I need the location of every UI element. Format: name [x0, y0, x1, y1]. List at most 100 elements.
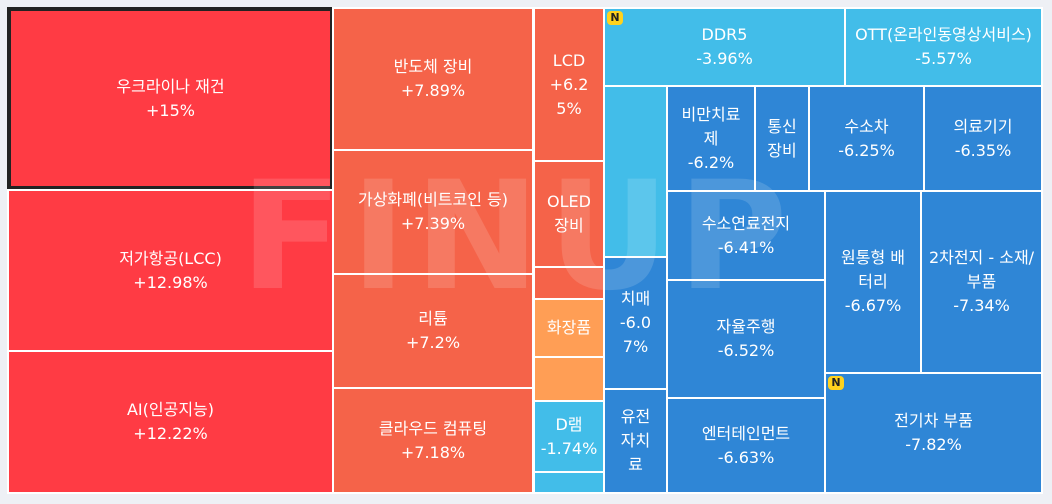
change-value: +12.98% [133, 272, 208, 292]
change-value: -7.82% [905, 435, 962, 454]
change-value: +6.2 5% [549, 74, 589, 118]
tile-content: AI(인공지능) +12.22% [127, 398, 214, 446]
theme-label: DDR5 [701, 25, 748, 44]
tile-dementia[interactable]: 치매 -6.0 7% [603, 256, 668, 390]
tile-content: 우크라이나 재건 +15% [116, 75, 224, 123]
tile-blank-2[interactable] [533, 356, 605, 402]
theme-label: 엔터테인먼트 [701, 423, 791, 443]
tile-ai[interactable]: AI(인공지능) +12.22% [7, 350, 334, 494]
tile-content: 수소연료전지 -6.41% [702, 212, 790, 260]
change-value: +7.39% [400, 214, 466, 233]
theme-label: 우크라이나 재건 [116, 76, 225, 96]
change-value: +12.22% [133, 424, 208, 443]
tile-content: OLED 장비 [547, 190, 591, 238]
tile-content: 전기차 부품 -7.82% [894, 409, 973, 457]
theme-label: 의료기기 [953, 116, 1013, 136]
change-value: -1.74% [540, 438, 598, 458]
tile-content: DDR5 -3.96% [696, 23, 753, 71]
theme-label: 수소차 [844, 116, 889, 136]
theme-label: 클라우드 컴퓨팅 [378, 418, 488, 438]
tile-oled-equipment[interactable]: OLED 장비 [533, 160, 605, 268]
tile-ev-parts[interactable]: N 전기차 부품 -7.82% [824, 372, 1043, 494]
tile-cosmetics[interactable]: 화장품 [533, 298, 605, 358]
change-value: -5.57% [915, 49, 972, 68]
change-value: -3.96% [696, 49, 753, 68]
tile-blank-4[interactable] [603, 85, 668, 258]
tile-content: 수소차 -6.25% [838, 115, 895, 163]
tile-content: 비만치료 제 -6.2% [682, 103, 741, 175]
tile-cloud-computing[interactable]: 클라우드 컴퓨팅 +7.18% [332, 387, 534, 494]
theme-label: 수소연료전지 [701, 213, 791, 233]
change-value: -6.63% [717, 447, 775, 467]
change-value: -6.2% [687, 152, 735, 172]
change-value: +7.18% [400, 442, 466, 462]
tile-content: 자율주행 -6.52% [717, 315, 776, 363]
theme-label: D램 [555, 414, 583, 434]
theme-label: OLED 장비 [547, 192, 591, 235]
change-value: -7.34% [953, 296, 1010, 315]
tile-secondary-battery-materials[interactable]: 2차전지 - 소재/ 부품 -7.34% [920, 190, 1043, 374]
tile-content: 가상화폐(비트코인 등) +7.39% [358, 188, 508, 236]
tile-content: 엔터테인먼트 -6.63% [702, 422, 790, 470]
tile-entertainment[interactable]: 엔터테인먼트 -6.63% [666, 397, 826, 494]
tile-content: LCD +6.2 5% [550, 49, 589, 121]
change-value: -6.52% [717, 341, 775, 360]
tile-obesity-treatment[interactable]: 비만치료 제 -6.2% [666, 85, 756, 192]
change-value: +7.2% [405, 333, 461, 352]
tile-fuel-cell[interactable]: 수소연료전지 -6.41% [666, 190, 826, 281]
tile-content: 통신 장비 [767, 115, 796, 163]
theme-label: 통신 장비 [767, 116, 797, 160]
theme-label: 화장품 [546, 318, 592, 337]
tile-ukraine-reconstruction[interactable]: 우크라이나 재건 +15% [7, 7, 334, 190]
tile-content: 저가항공(LCC) +12.98% [119, 247, 222, 295]
tile-content: 화장품 [547, 316, 591, 340]
tile-content: 유전 자치 료 [621, 405, 650, 477]
theme-label: 치매 [620, 289, 651, 308]
tile-dram[interactable]: D램 -1.74% [533, 400, 605, 473]
tile-genetic-treatment[interactable]: 유전 자치 료 [603, 388, 668, 494]
tile-cylindrical-battery[interactable]: 원통형 배 터리 -6.67% [824, 190, 922, 374]
theme-label: 리튬 [418, 309, 448, 328]
theme-label: 전기차 부품 [894, 411, 973, 430]
tile-lcc[interactable]: 저가항공(LCC) +12.98% [7, 189, 334, 352]
tile-lcd[interactable]: LCD +6.2 5% [533, 7, 605, 162]
theme-label: 비만치료 제 [681, 104, 741, 148]
change-value: +15% [146, 100, 195, 120]
theme-label: LCD [552, 50, 586, 70]
change-value: +7.89% [400, 81, 466, 100]
tile-content: OTT(온라인동영상서비스) -5.57% [855, 23, 1032, 71]
change-value: -6.41% [717, 237, 775, 257]
tile-content: 원통형 배 터리 -6.67% [841, 246, 905, 318]
theme-label: OTT(온라인동영상서비스) [855, 25, 1032, 44]
tile-lithium[interactable]: 리튬 +7.2% [332, 273, 534, 389]
theme-label: 자율주행 [716, 317, 776, 336]
change-value: -6.67% [844, 296, 902, 315]
tile-ddr5[interactable]: N DDR5 -3.96% [603, 7, 846, 87]
theme-label: 유전 자치 료 [620, 407, 651, 474]
tile-hydrogen-car[interactable]: 수소차 -6.25% [808, 85, 925, 192]
tile-blank-1[interactable] [533, 266, 605, 300]
tile-telecom-equipment[interactable]: 통신 장비 [754, 85, 810, 192]
theme-label: 저가항공(LCC) [119, 248, 222, 268]
tile-content: 리튬 +7.2% [406, 307, 460, 355]
tile-content: 클라우드 컴퓨팅 +7.18% [379, 417, 487, 465]
tile-content: 반도체 장비 +7.89% [394, 55, 473, 103]
tile-medical-devices[interactable]: 의료기기 -6.35% [923, 85, 1043, 192]
theme-label: 2차전지 - 소재/ 부품 [928, 248, 1035, 291]
theme-label: 반도체 장비 [393, 57, 473, 76]
tile-crypto[interactable]: 가상화폐(비트코인 등) +7.39% [332, 149, 534, 275]
theme-label: 원통형 배 터리 [841, 248, 905, 291]
change-value: -6.25% [838, 140, 895, 160]
tile-ott[interactable]: OTT(온라인동영상서비스) -5.57% [844, 7, 1043, 87]
theme-label: 가상화폐(비트코인 등) [357, 190, 509, 209]
theme-label: AI(인공지능) [126, 400, 215, 419]
tile-semiconductor-equipment[interactable]: 반도체 장비 +7.89% [332, 7, 534, 151]
tile-blank-3[interactable] [533, 471, 605, 494]
new-badge: N [607, 11, 623, 25]
tile-autonomous-driving[interactable]: 자율주행 -6.52% [666, 279, 826, 399]
tile-content: 의료기기 -6.35% [954, 115, 1013, 163]
tile-content: 치매 -6.0 7% [620, 287, 651, 359]
change-value: -6.0 7% [619, 313, 652, 356]
tile-content: 2차전지 - 소재/ 부품 -7.34% [929, 246, 1034, 318]
